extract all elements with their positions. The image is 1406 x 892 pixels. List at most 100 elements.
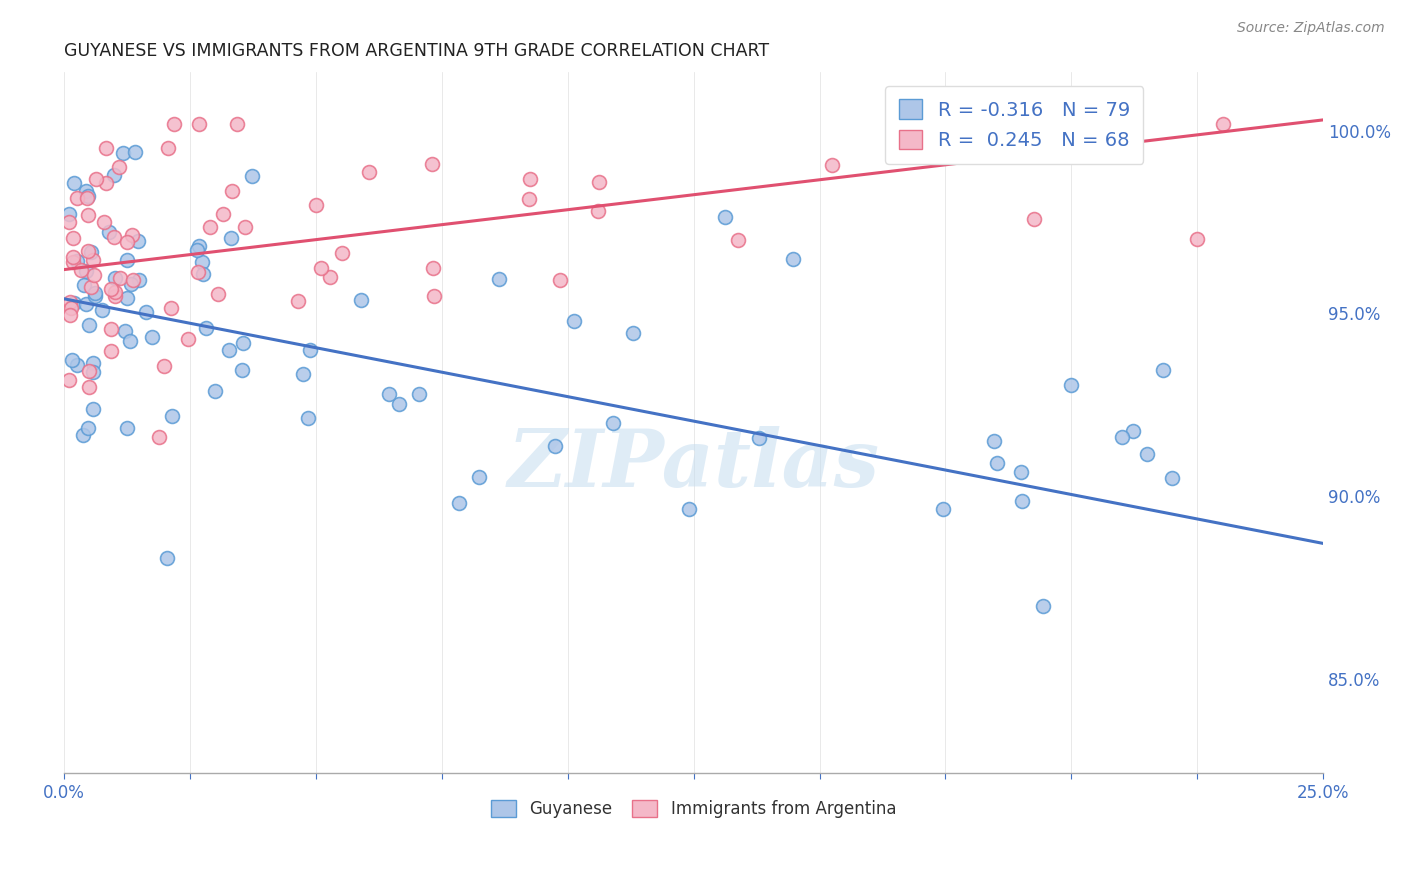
Point bbox=[83, 268, 105, 282]
Point bbox=[218, 343, 240, 358]
Point bbox=[420, 157, 443, 171]
Point bbox=[104, 270, 127, 285]
Point bbox=[1111, 430, 1133, 444]
Point bbox=[782, 252, 804, 267]
Point bbox=[297, 411, 319, 425]
Point bbox=[112, 145, 135, 160]
Point bbox=[1032, 599, 1054, 614]
Point bbox=[221, 185, 243, 199]
Point bbox=[207, 287, 229, 301]
Point bbox=[93, 215, 115, 229]
Point bbox=[77, 380, 100, 394]
Point bbox=[187, 239, 209, 253]
Point bbox=[359, 165, 381, 179]
Point bbox=[120, 277, 142, 292]
Point bbox=[714, 211, 737, 225]
Point bbox=[104, 289, 127, 303]
Point bbox=[388, 397, 411, 411]
Point bbox=[96, 176, 118, 190]
Point bbox=[108, 160, 131, 174]
Point bbox=[82, 356, 104, 370]
Point bbox=[727, 233, 749, 247]
Point bbox=[194, 321, 217, 335]
Point bbox=[986, 456, 1008, 470]
Point bbox=[121, 227, 143, 242]
Point bbox=[100, 322, 122, 336]
Point bbox=[75, 296, 97, 310]
Point bbox=[160, 301, 183, 315]
Point bbox=[58, 215, 80, 229]
Point bbox=[449, 496, 471, 510]
Point bbox=[84, 286, 107, 301]
Point bbox=[59, 301, 82, 315]
Point bbox=[1212, 116, 1234, 130]
Point bbox=[292, 367, 315, 381]
Point bbox=[135, 305, 157, 319]
Point bbox=[84, 172, 107, 186]
Point bbox=[1011, 494, 1033, 508]
Point bbox=[77, 209, 100, 223]
Point bbox=[62, 231, 84, 245]
Point bbox=[1024, 211, 1046, 226]
Point bbox=[77, 244, 100, 259]
Point bbox=[678, 501, 700, 516]
Point bbox=[80, 244, 103, 259]
Point bbox=[468, 470, 491, 484]
Point bbox=[176, 332, 198, 346]
Point bbox=[422, 260, 444, 275]
Point bbox=[408, 387, 430, 401]
Point bbox=[72, 428, 94, 442]
Point bbox=[77, 189, 100, 203]
Text: ZIPatlas: ZIPatlas bbox=[508, 426, 880, 504]
Point bbox=[100, 282, 122, 296]
Point bbox=[63, 176, 86, 190]
Point bbox=[82, 401, 104, 416]
Point bbox=[91, 302, 114, 317]
Point bbox=[75, 264, 97, 278]
Point bbox=[82, 252, 104, 267]
Point bbox=[121, 273, 143, 287]
Point bbox=[287, 294, 309, 309]
Point bbox=[98, 225, 121, 239]
Point bbox=[82, 365, 104, 379]
Point bbox=[232, 336, 254, 351]
Point bbox=[73, 277, 96, 292]
Point bbox=[187, 117, 209, 131]
Point bbox=[332, 246, 354, 260]
Point bbox=[77, 421, 100, 435]
Point bbox=[519, 172, 541, 186]
Point bbox=[586, 203, 609, 218]
Point bbox=[156, 141, 179, 155]
Point bbox=[932, 501, 955, 516]
Point bbox=[62, 255, 84, 269]
Point bbox=[148, 430, 170, 444]
Point bbox=[70, 263, 93, 277]
Point bbox=[124, 145, 146, 159]
Point bbox=[156, 551, 179, 566]
Point bbox=[186, 243, 208, 257]
Text: Source: ZipAtlas.com: Source: ZipAtlas.com bbox=[1237, 21, 1385, 35]
Point bbox=[94, 140, 117, 154]
Point bbox=[422, 289, 444, 303]
Point bbox=[80, 280, 103, 294]
Point bbox=[983, 434, 1005, 449]
Point bbox=[231, 363, 253, 377]
Point bbox=[1185, 232, 1208, 246]
Point bbox=[58, 373, 80, 387]
Point bbox=[58, 207, 80, 221]
Point bbox=[1161, 471, 1184, 485]
Point bbox=[65, 254, 87, 268]
Point bbox=[153, 359, 176, 373]
Point bbox=[1122, 425, 1144, 439]
Point bbox=[62, 295, 84, 310]
Point bbox=[104, 285, 127, 300]
Point bbox=[187, 265, 209, 279]
Point bbox=[349, 293, 371, 307]
Point bbox=[60, 353, 83, 368]
Text: GUYANESE VS IMMIGRANTS FROM ARGENTINA 9TH GRADE CORRELATION CHART: GUYANESE VS IMMIGRANTS FROM ARGENTINA 9T… bbox=[65, 42, 769, 60]
Point bbox=[200, 219, 222, 234]
Point bbox=[127, 234, 149, 248]
Point bbox=[305, 198, 328, 212]
Point bbox=[103, 229, 125, 244]
Point bbox=[488, 272, 510, 286]
